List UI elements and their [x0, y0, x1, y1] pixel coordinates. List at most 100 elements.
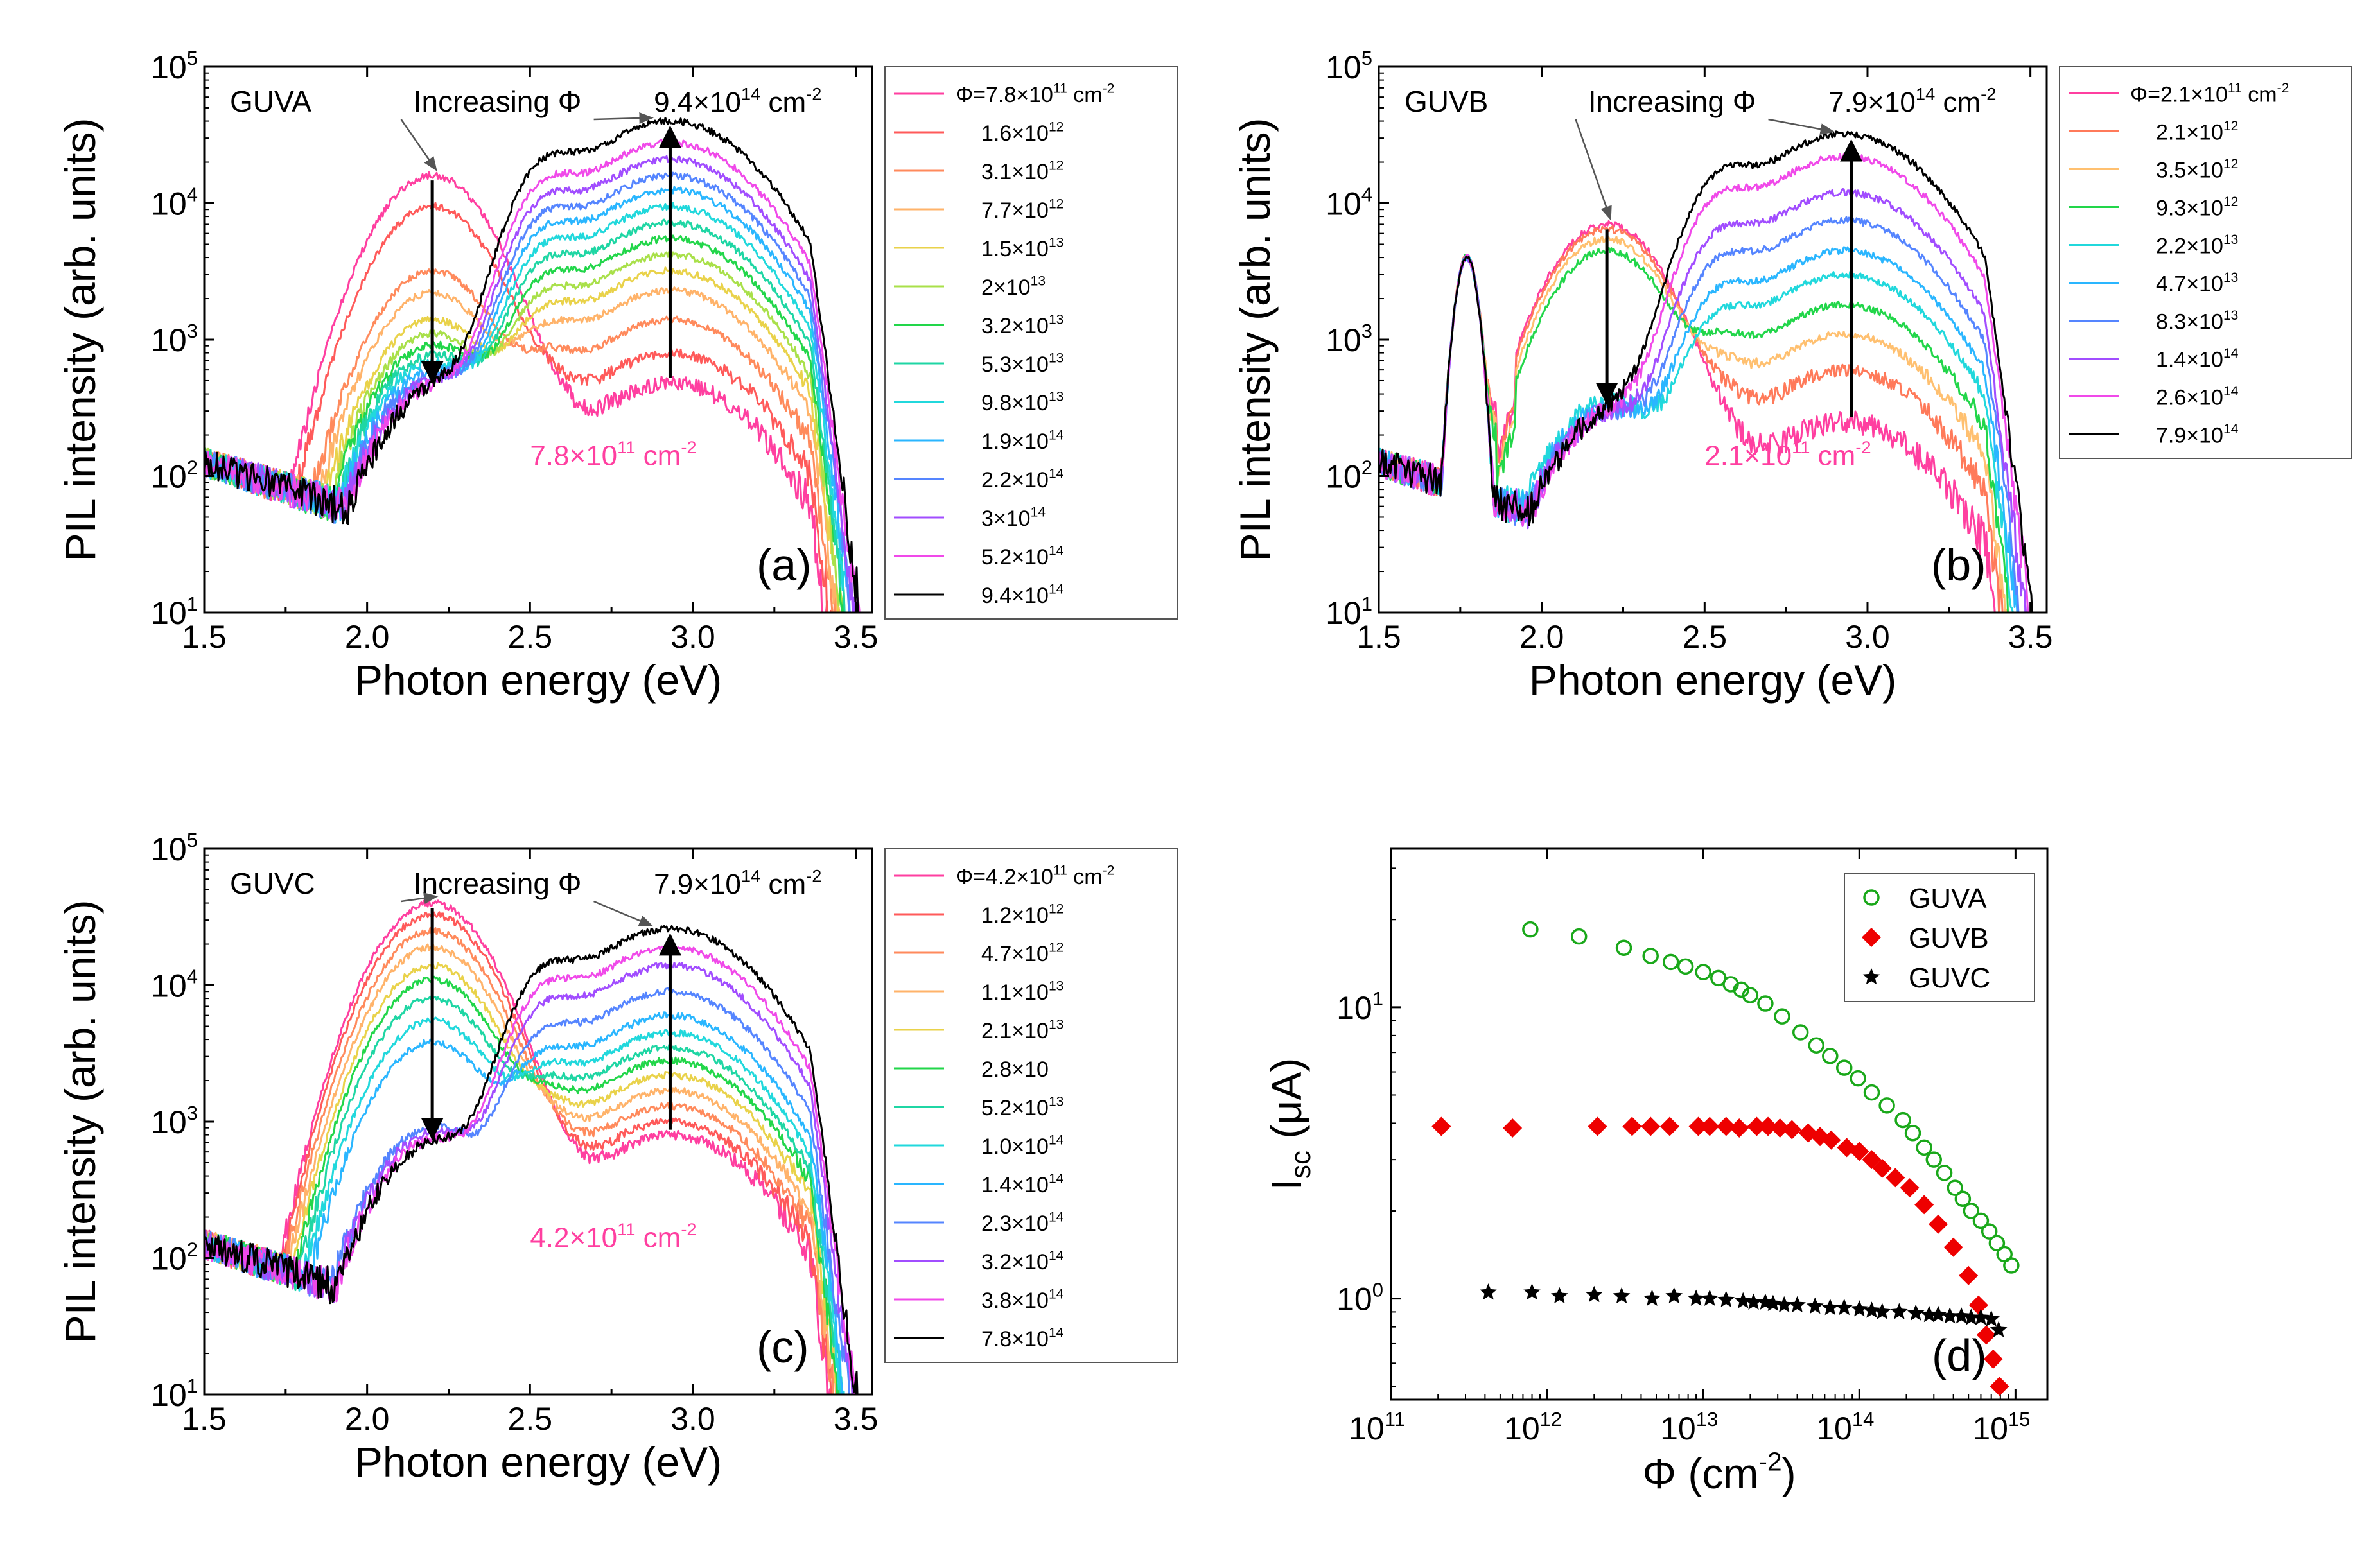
legend-entry-8-exp: 14 — [1049, 1172, 1064, 1186]
data-point — [1789, 1296, 1806, 1313]
legend-entry-2-exp: 12 — [1049, 159, 1063, 173]
legend-entry-6-base: 8.3×10 — [2156, 310, 2223, 334]
legend-entry-6-base: 3.2×10 — [981, 314, 1049, 338]
y-tick-label-exp: 2 — [1361, 456, 1372, 479]
data-point — [1700, 1116, 1720, 1136]
legend-entry-7: 1.0×1014 — [981, 1133, 1064, 1159]
legend-entry-7-base: 5.3×10 — [981, 352, 1049, 377]
y-tick-label-exp: 2 — [187, 1238, 198, 1261]
data-point — [1943, 1237, 1963, 1257]
y-tick-label-exp: 1 — [1372, 987, 1383, 1010]
data-point — [1878, 1097, 1895, 1114]
data-point — [1900, 1178, 1920, 1198]
data-point — [1891, 1303, 1908, 1319]
legend-box — [884, 66, 1178, 620]
legend-entry-6-exp: 13 — [1049, 1095, 1063, 1109]
legend-entry-0-extra-sup-1: -2 — [1103, 864, 1115, 878]
legend-entry-5: 4.7×1013 — [2156, 270, 2238, 296]
data-point — [1660, 1116, 1680, 1136]
legend-entry-8-base: 9.8×10 — [981, 391, 1049, 415]
data-point — [1588, 1116, 1607, 1136]
sample-label: GUVB — [1404, 85, 1488, 118]
legend-entry-3-base: 1.1×10 — [981, 980, 1049, 1005]
top-fluence-annotation: 9.4×1014 cm-2 — [654, 84, 821, 118]
x-tick-label-base: 10 — [1504, 1411, 1540, 1446]
legend-entry-2-base: 3.5×10 — [2156, 159, 2223, 183]
data-point — [1988, 1235, 2006, 1252]
legend-entry-0-base: Φ=2.1×10 — [2130, 83, 2228, 107]
legend-entry-11-exp: 14 — [1049, 1287, 1064, 1302]
data-point — [1941, 1307, 1959, 1324]
spectrum-line-11 — [204, 155, 856, 612]
data-point — [1586, 1285, 1603, 1303]
legend-entry-0: Φ=2.1×1011 cm-2 — [2130, 81, 2289, 107]
y-tick-label-base: 10 — [151, 831, 187, 867]
data-point — [1695, 964, 1711, 980]
data-point — [1990, 1377, 2009, 1396]
low-fluence-annotation-extra-sup-1: -2 — [681, 437, 696, 457]
low-fluence-annotation: 7.8×1011 cm-2 — [530, 437, 696, 471]
series-GUVB — [1431, 1116, 2009, 1396]
data-point — [1643, 1289, 1661, 1306]
y-tick-label: 105 — [1326, 47, 1372, 85]
data-point — [1745, 1293, 1762, 1310]
legend-entry-9-base: 7.9×10 — [2156, 424, 2223, 448]
legend-entry-10-exp: 14 — [1049, 1249, 1064, 1264]
legend-entry-7-base: 1.0×10 — [981, 1134, 1049, 1159]
legend-entry-7-base: 1.4×10 — [2156, 348, 2223, 372]
y-tick-label-base: 10 — [1326, 186, 1361, 222]
y-axis-title-sub: sc — [1285, 1151, 1317, 1179]
data-point — [1734, 1292, 1752, 1308]
x-tick-label: 2.0 — [345, 1401, 390, 1437]
increasing-label: Increasing Φ — [1588, 85, 1756, 118]
data-point — [1851, 1300, 1868, 1317]
legend-entry-11-exp: 14 — [1031, 505, 1046, 520]
x-tick-label: 3.0 — [670, 1401, 715, 1437]
legend-entry-4-base: 1.5×10 — [981, 237, 1049, 261]
spectrum-line-2 — [204, 267, 837, 612]
y-tick-label: 102 — [151, 456, 198, 495]
y-tick-label-exp: 3 — [1361, 320, 1372, 342]
data-point — [1808, 1037, 1825, 1054]
data-point — [1522, 921, 1539, 938]
legend-entry-9: 1.9×1014 — [981, 428, 1064, 454]
x-tick-label-exp: 15 — [2008, 1408, 2030, 1430]
data-point — [1806, 1297, 1824, 1314]
y-tick-label: 103 — [151, 320, 198, 358]
top-fluence-annotation-exp: 14 — [1916, 84, 1935, 104]
y-axis-title: PIL intensity (arb. units) — [57, 900, 104, 1344]
y-tick-label-base: 10 — [1336, 990, 1372, 1026]
x-axis-title: Φ (cm-2) — [1642, 1446, 1796, 1497]
spectrum-line-0 — [204, 171, 828, 612]
x-axis-title-base: Φ (cm — [1642, 1450, 1758, 1497]
legend-entry-0-extra-0: cm — [1067, 83, 1103, 107]
low-fluence-annotation-exp: 11 — [617, 1219, 635, 1239]
series-GUVA — [1522, 921, 2020, 1274]
legend-label-1: GUVB — [1909, 923, 1989, 954]
legend-entry-0-extra-sup-1: -2 — [2277, 81, 2289, 96]
data-point — [1688, 1116, 1708, 1136]
x-tick-label: 1014 — [1816, 1408, 1874, 1446]
y-tick-label-base: 10 — [1326, 322, 1361, 358]
data-point — [1729, 1118, 1749, 1138]
data-point — [1972, 1212, 1990, 1229]
legend-entry-1: 2.1×1012 — [2156, 119, 2238, 144]
y-axis-title: PIL intensity (arb. units) — [1231, 118, 1279, 562]
legend-entry-6: 8.3×1013 — [2156, 308, 2238, 334]
legend-entry-4-exp: 13 — [1049, 1018, 1063, 1032]
legend-entry-11-base: 3.8×10 — [981, 1289, 1049, 1313]
data-point — [1687, 1289, 1705, 1306]
pointer-line — [400, 119, 437, 171]
legend-entry-2-base: 4.7×10 — [981, 942, 1049, 966]
y-tick-label-base: 10 — [1326, 595, 1361, 631]
legend-entry-10: 3.2×1014 — [981, 1249, 1064, 1274]
legend-entry-7: 1.4×1014 — [2156, 346, 2239, 372]
y-tick-label-exp: 4 — [1361, 184, 1372, 206]
legend-marker-2 — [1862, 968, 1880, 985]
data-point — [1503, 1118, 1523, 1138]
top-fluence-annotation-exp: 14 — [741, 866, 760, 886]
y-tick-label-exp: 0 — [1372, 1279, 1383, 1301]
data-point — [1959, 1265, 1979, 1285]
